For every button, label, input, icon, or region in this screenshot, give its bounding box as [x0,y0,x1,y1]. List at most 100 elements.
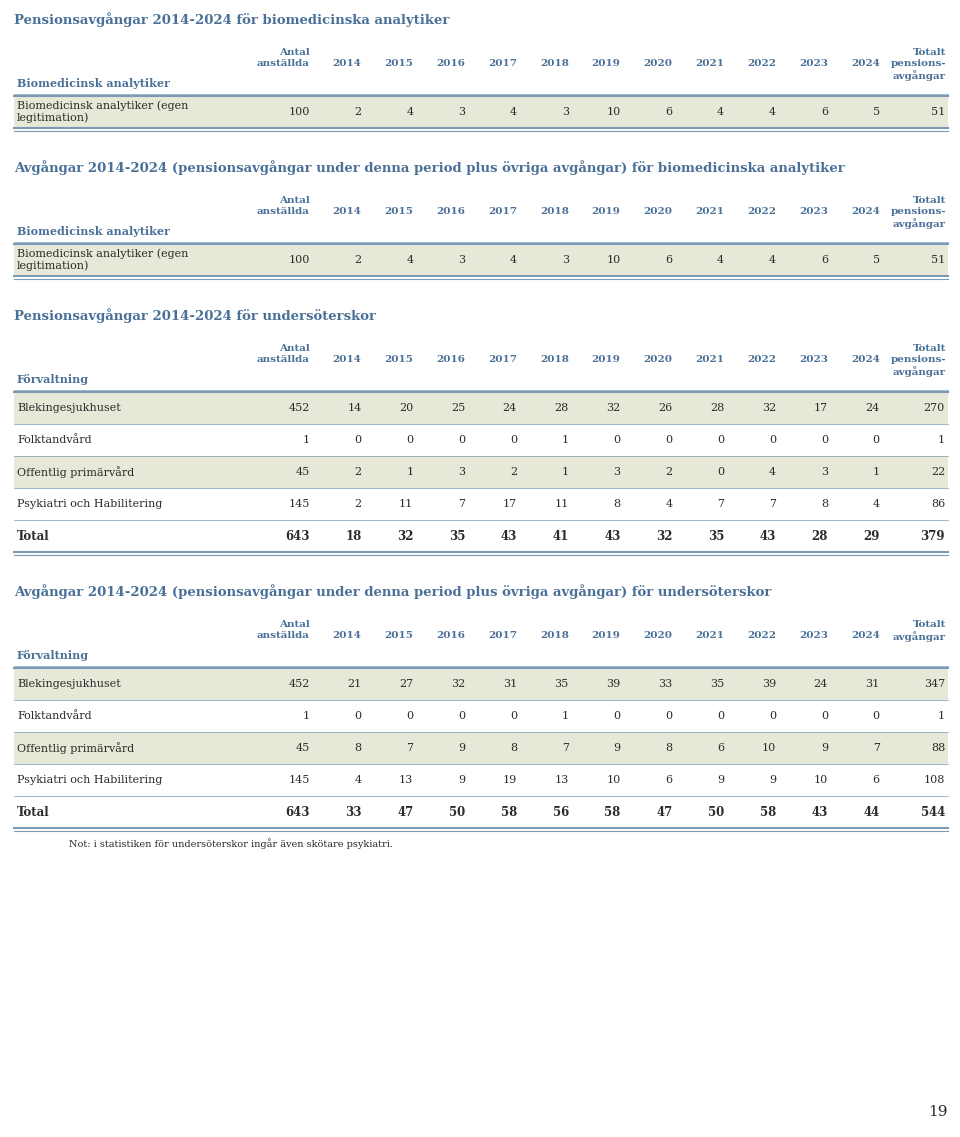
Text: 0: 0 [821,435,828,445]
Bar [14,520,948,551]
Text: Biomedicinsk analytiker: Biomedicinsk analytiker [17,226,170,236]
Text: 0: 0 [873,435,879,445]
Text: 2017: 2017 [488,355,517,364]
Text: pensions-: pensions- [890,207,946,216]
Text: 2024: 2024 [851,207,879,216]
Text: 31: 31 [866,679,879,689]
Text: 88: 88 [931,742,945,753]
Text: 2021: 2021 [695,355,724,364]
Text: 3: 3 [458,467,466,478]
Text: 5: 5 [873,255,879,265]
Text: 643: 643 [285,805,310,819]
Text: 27: 27 [399,679,414,689]
Text: 3: 3 [562,255,568,265]
Text: 270: 270 [924,402,945,413]
Text: 9: 9 [821,742,828,753]
Text: 86: 86 [931,499,945,509]
Text: anställda: anställda [256,631,310,640]
Text: 24: 24 [866,402,879,413]
Text: 6: 6 [717,742,724,753]
Text: 3: 3 [458,255,466,265]
Text: 22: 22 [931,467,945,478]
Text: 6: 6 [821,107,828,117]
Text: 3: 3 [613,467,620,478]
Text: 2015: 2015 [384,355,414,364]
Text: 379: 379 [921,530,945,542]
Text: Pensionsavgångar 2014-2024 för undersöterskor: Pensionsavgångar 2014-2024 för undersöte… [14,308,376,323]
Text: 35: 35 [708,530,724,542]
Text: 14: 14 [348,402,362,413]
Text: 8: 8 [821,499,828,509]
Text: Antal: Antal [279,48,310,57]
Text: 7: 7 [769,499,776,509]
Text: 10: 10 [814,775,828,785]
Text: 2023: 2023 [799,631,828,640]
Text: 2024: 2024 [851,355,879,364]
Text: 145: 145 [288,499,310,509]
Text: 4: 4 [769,255,776,265]
Text: 7: 7 [717,499,724,509]
Text: 5: 5 [873,107,879,117]
Text: 7: 7 [873,742,879,753]
Text: 7: 7 [406,742,414,753]
Text: 4: 4 [665,499,672,509]
Text: 10: 10 [607,255,620,265]
Text: 2: 2 [665,467,672,478]
Text: 4: 4 [873,499,879,509]
Text: 2024: 2024 [851,59,879,68]
Text: 145: 145 [288,775,310,785]
Bar [14,456,948,488]
Text: 0: 0 [458,711,466,721]
Text: 2018: 2018 [540,355,568,364]
Text: Förvaltning: Förvaltning [17,650,89,661]
Text: 13: 13 [555,775,568,785]
Text: 0: 0 [665,435,672,445]
Text: 1: 1 [562,711,568,721]
Text: 24: 24 [814,679,828,689]
Text: 39: 39 [762,679,776,689]
Text: 28: 28 [555,402,568,413]
Text: 2014: 2014 [332,631,362,640]
Text: 2: 2 [354,255,362,265]
Text: 2020: 2020 [643,207,672,216]
Text: 2: 2 [354,499,362,509]
Text: 43: 43 [500,530,517,542]
Text: 28: 28 [710,402,724,413]
Text: avgångar: avgångar [893,631,946,642]
Text: 8: 8 [613,499,620,509]
Bar [14,614,948,669]
Text: 4: 4 [510,255,517,265]
Text: legitimation): legitimation) [17,113,89,123]
Text: Avgångar 2014-2024 (pensionsavgångar under denna period plus övriga avgångar) fö: Avgångar 2014-2024 (pensionsavgångar und… [14,160,845,175]
Text: 3: 3 [562,107,568,117]
Text: 29: 29 [863,530,879,542]
Text: 1: 1 [873,467,879,478]
Text: 1: 1 [562,467,568,478]
Text: Blekingesjukhuset: Blekingesjukhuset [17,402,121,413]
Text: avgångar: avgångar [893,70,946,81]
Text: 58: 58 [605,805,620,819]
Text: 45: 45 [296,467,310,478]
Text: 2023: 2023 [799,355,828,364]
Text: 44: 44 [863,805,879,819]
Bar [14,700,948,732]
Text: 2: 2 [354,467,362,478]
Text: 1: 1 [562,435,568,445]
Text: 544: 544 [921,805,945,819]
Text: anställda: anställda [256,355,310,364]
Text: 2016: 2016 [436,631,466,640]
Text: 2021: 2021 [695,631,724,640]
Text: 4: 4 [769,467,776,478]
Text: Totalt: Totalt [913,620,946,629]
Text: 50: 50 [708,805,724,819]
Text: 6: 6 [665,255,672,265]
Text: 11: 11 [399,499,414,509]
Text: 19: 19 [503,775,517,785]
Text: avgångar: avgångar [893,218,946,229]
Text: 9: 9 [769,775,776,785]
Text: legitimation): legitimation) [17,260,89,272]
Text: 2016: 2016 [436,355,466,364]
Text: pensions-: pensions- [890,355,946,364]
Text: 4: 4 [510,107,517,117]
Text: 2019: 2019 [591,207,620,216]
